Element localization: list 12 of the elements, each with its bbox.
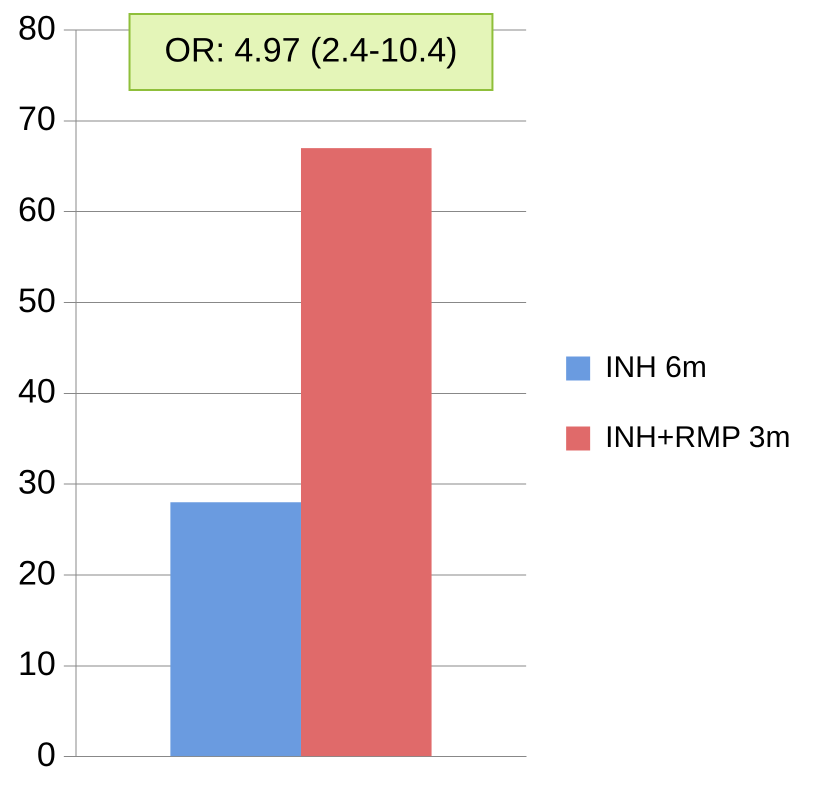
- y-tick-label: 10: [18, 645, 56, 684]
- y-tick-label: 40: [18, 372, 56, 411]
- legend-label: INH+RMP 3m: [605, 420, 790, 454]
- y-tick-label: 50: [18, 282, 56, 320]
- annotation: OR: 4.97 (2.4-10.4): [164, 31, 458, 70]
- y-tick-label: 70: [18, 100, 56, 138]
- y-tick-label: 0: [36, 736, 56, 774]
- y-tick-label: 80: [18, 9, 56, 48]
- y-tick-label: 30: [18, 464, 56, 502]
- y-tick-label: 60: [18, 191, 56, 230]
- legend-label: INH 6m: [605, 350, 707, 384]
- y-tick-label: 20: [18, 554, 56, 592]
